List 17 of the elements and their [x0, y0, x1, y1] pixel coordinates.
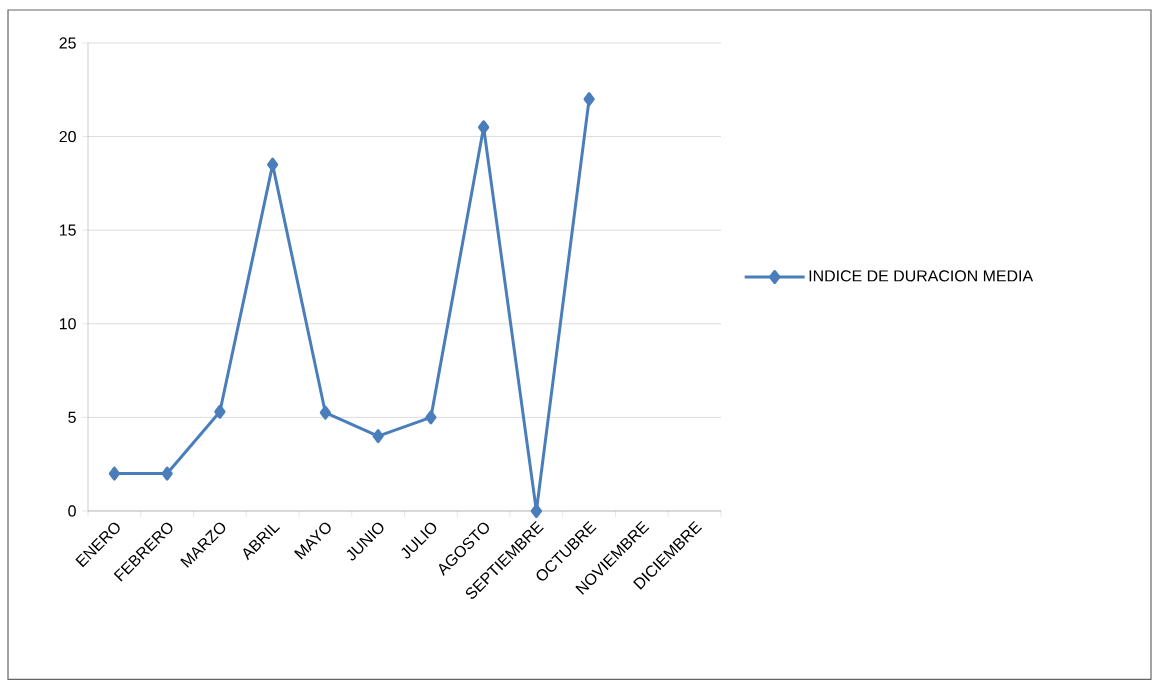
point	[425, 410, 437, 425]
y-tick-label: 15	[59, 224, 76, 236]
point	[267, 157, 279, 172]
point	[214, 404, 226, 419]
y-tick-label: 25	[59, 37, 76, 49]
point	[530, 503, 543, 518]
point	[478, 120, 490, 135]
y-tick-label: 0	[68, 505, 76, 517]
y-tick-label: 20	[59, 130, 76, 143]
point	[161, 466, 173, 481]
y-tick-label: 5	[68, 411, 76, 423]
y-tick-label: 10	[59, 318, 76, 330]
point	[108, 466, 121, 481]
point	[319, 405, 332, 420]
point	[583, 92, 595, 107]
legend-label: INDICE DE DURACION MEDIA	[809, 270, 1034, 282]
point	[372, 429, 384, 444]
